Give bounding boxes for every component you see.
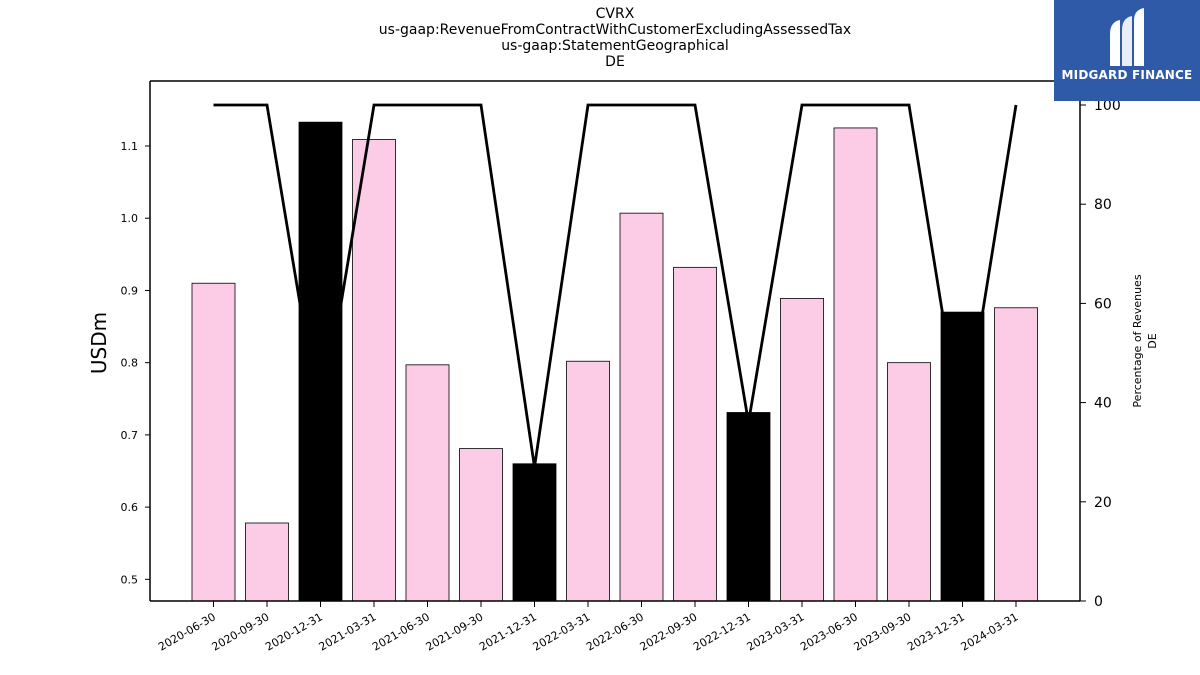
x-tick-label: 2021-06-30 (370, 610, 432, 653)
x-tick-label: 2023-06-30 (798, 610, 860, 653)
title-ticker: CVRX (595, 6, 635, 22)
y-tick-label: 1.0 (121, 212, 139, 225)
bar (940, 311, 985, 602)
bar (459, 448, 503, 602)
x-tick-label: 2022-06-30 (584, 610, 646, 653)
chart-title: CVRX us-gaap:RevenueFromContractWithCust… (150, 6, 1080, 70)
bar (566, 360, 610, 602)
bar (245, 522, 289, 602)
bar (887, 362, 931, 602)
y-tick-label: 0.8 (121, 357, 139, 370)
y2-tick-label: 60 (1094, 296, 1112, 312)
bar (673, 266, 717, 602)
bar (619, 212, 664, 602)
y2-axis-label: DE (1146, 333, 1159, 348)
x-tick-label: 2020-06-30 (156, 610, 218, 653)
y-tick-label: 1.1 (121, 140, 139, 153)
x-tick-label: 2020-12-31 (263, 610, 325, 653)
x-tick-label: 2024-03-31 (959, 610, 1021, 653)
x-tick-label: 2021-09-30 (424, 610, 486, 653)
title-member: DE (605, 54, 625, 70)
y2-tick-label: 20 (1094, 495, 1112, 511)
brand-logo: MIDGARD FINANCE (1054, 0, 1200, 101)
bar (780, 297, 824, 602)
y-tick-label: 0.9 (121, 284, 139, 297)
bar (512, 463, 557, 602)
bar (726, 412, 771, 602)
x-tick-label: 2022-12-31 (691, 610, 753, 653)
bar (298, 121, 343, 602)
x-tick-label: 2021-12-31 (477, 610, 539, 653)
y-axis-label: USDm (87, 312, 111, 374)
logo-text: MIDGARD FINANCE (1061, 68, 1193, 82)
y2-tick-label: 100 (1094, 98, 1121, 114)
y2-tick-label: 80 (1094, 197, 1112, 213)
x-tick-label: 2021-03-31 (317, 610, 379, 653)
percentage-line (213, 103, 1018, 468)
y-tick-label: 0.7 (121, 429, 139, 442)
y2-tick-label: 40 (1094, 396, 1112, 412)
bar (833, 127, 878, 602)
title-axis: us-gaap:StatementGeographical (501, 38, 729, 54)
title-concept: us-gaap:RevenueFromContractWithCustomerE… (378, 22, 852, 38)
bar (405, 364, 450, 602)
y2-tick-label: 0 (1094, 594, 1103, 610)
bar (994, 307, 1038, 602)
x-tick-label: 2023-03-31 (745, 610, 807, 653)
x-tick-label: 2023-09-30 (852, 610, 914, 653)
bar (191, 282, 236, 602)
y-tick-label: 0.6 (121, 501, 139, 514)
y2-axis-label: Percentage of Revenues (1131, 274, 1144, 407)
x-tick-label: 2020-09-30 (210, 610, 272, 653)
bar (352, 139, 396, 602)
logo-mark-icon (1110, 8, 1144, 66)
y-tick-label: 0.5 (121, 573, 139, 586)
x-tick-label: 2023-12-31 (905, 610, 967, 653)
x-tick-label: 2022-03-31 (531, 610, 593, 653)
x-tick-label: 2022-09-30 (638, 610, 700, 653)
